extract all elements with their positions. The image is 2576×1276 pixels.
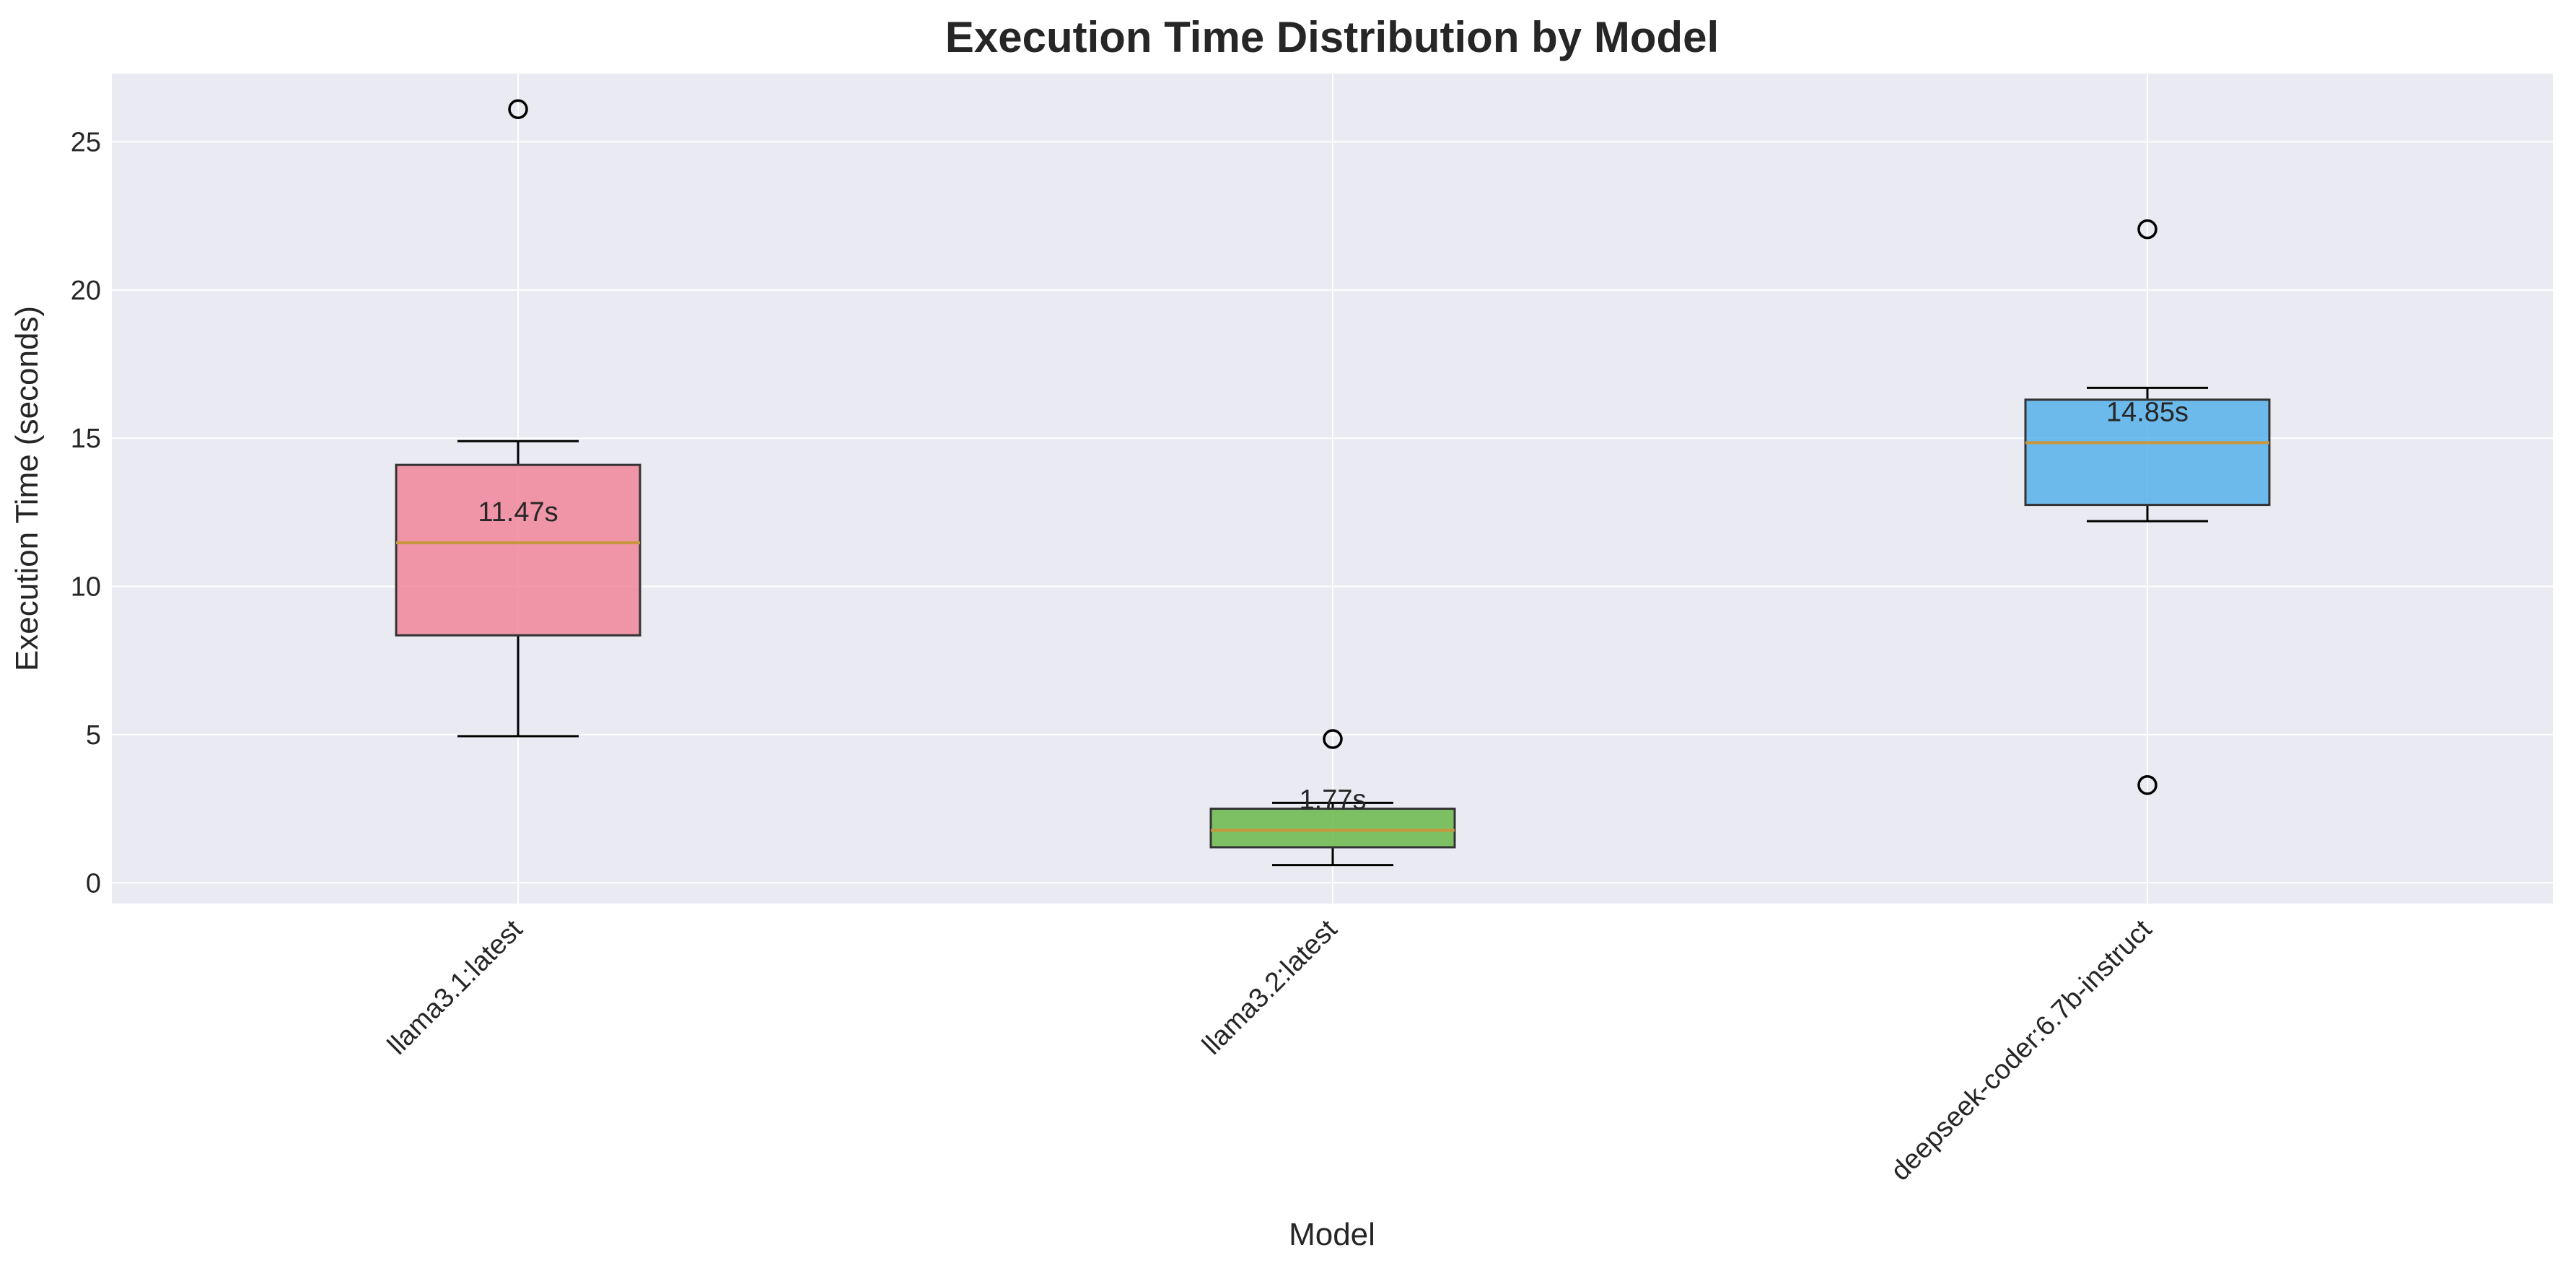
median-label-1: 1.77s (1300, 785, 1367, 816)
outlier-2-0 (2137, 219, 2157, 240)
median-label-0: 11.47s (478, 497, 558, 528)
y-tick-label-15: 15 (71, 424, 101, 454)
y-axis-label: Execution Time (seconds) (9, 306, 45, 671)
outlier-2-1 (2137, 774, 2157, 795)
y-tick-label-25: 25 (71, 127, 101, 157)
box-0: 11.47s (395, 99, 641, 738)
chart-title: Execution Time Distribution by Model (945, 13, 1719, 61)
box-body-2 (2024, 398, 2271, 507)
box-body-1 (1209, 808, 1456, 849)
box-1: 1.77s (1209, 729, 1456, 867)
boxes: 11.47s 1.77s 14.85s (395, 99, 2271, 867)
y-tick-label-10: 10 (71, 572, 101, 603)
y-tick-label-20: 20 (71, 276, 101, 306)
box-body-0 (395, 463, 641, 637)
outlier-1-0 (1323, 729, 1343, 749)
box-2: 14.85s (2024, 219, 2271, 795)
median-label-2: 14.85s (2106, 397, 2189, 427)
y-tick-label-0: 0 (86, 868, 101, 899)
x-axis-label: Model (1289, 1217, 1375, 1252)
y-axis-ticks: 0 5 10 15 20 25 (71, 127, 101, 899)
outlier-0-0 (508, 99, 528, 120)
y-tick-label-5: 5 (86, 720, 101, 751)
